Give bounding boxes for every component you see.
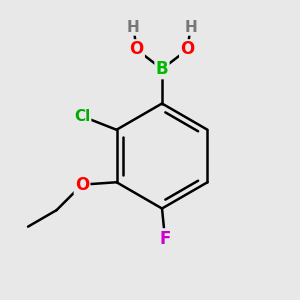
Text: O: O [75,176,89,194]
Text: B: B [156,60,168,78]
Text: O: O [129,40,144,58]
Text: H: H [127,20,140,34]
Text: H: H [184,20,197,34]
Text: Cl: Cl [74,109,90,124]
Text: F: F [159,230,171,247]
Text: O: O [180,40,195,58]
